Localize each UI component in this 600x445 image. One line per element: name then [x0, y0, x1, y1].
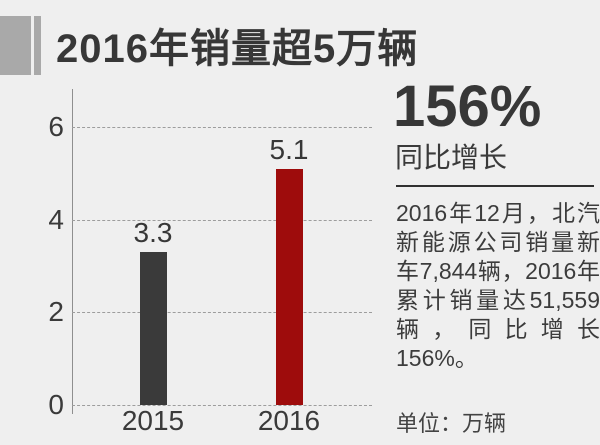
gridline-y2	[72, 312, 372, 314]
gridline-y4	[72, 219, 372, 221]
title-marker-bar	[34, 16, 41, 75]
bar-chart: 0 2 4 6 3.3 2015 5.1 2016	[0, 85, 385, 445]
title-marker-square	[0, 16, 31, 75]
page-title: 2016年销量超5万辆	[56, 27, 419, 71]
value-label-2016: 5.1	[269, 133, 309, 165]
gridline-y6	[72, 127, 372, 128]
xtick-label-2016: 2016	[257, 405, 321, 436]
xtick-label-2015: 2015	[121, 405, 185, 436]
growth-stat-value: 156%	[393, 74, 542, 139]
gridline-y0	[72, 405, 372, 406]
ytick-label-0: 0	[48, 389, 64, 420]
value-label-2015: 3.3	[133, 217, 173, 249]
bar-2015	[139, 252, 167, 405]
unit-note: 单位：万辆	[396, 411, 507, 436]
ytick-label-4: 4	[48, 203, 64, 235]
y-axis-line	[72, 89, 73, 414]
growth-stat-label: 同比增长	[395, 142, 508, 173]
ytick-label-2: 2	[48, 296, 64, 328]
description-text: 2016年12月，北汽新能源公司销量新车7,844辆，2016年累计销量达51,…	[396, 200, 600, 371]
bar-2016	[275, 168, 303, 405]
ytick-label-6: 6	[48, 111, 64, 142]
divider-line	[396, 185, 594, 187]
